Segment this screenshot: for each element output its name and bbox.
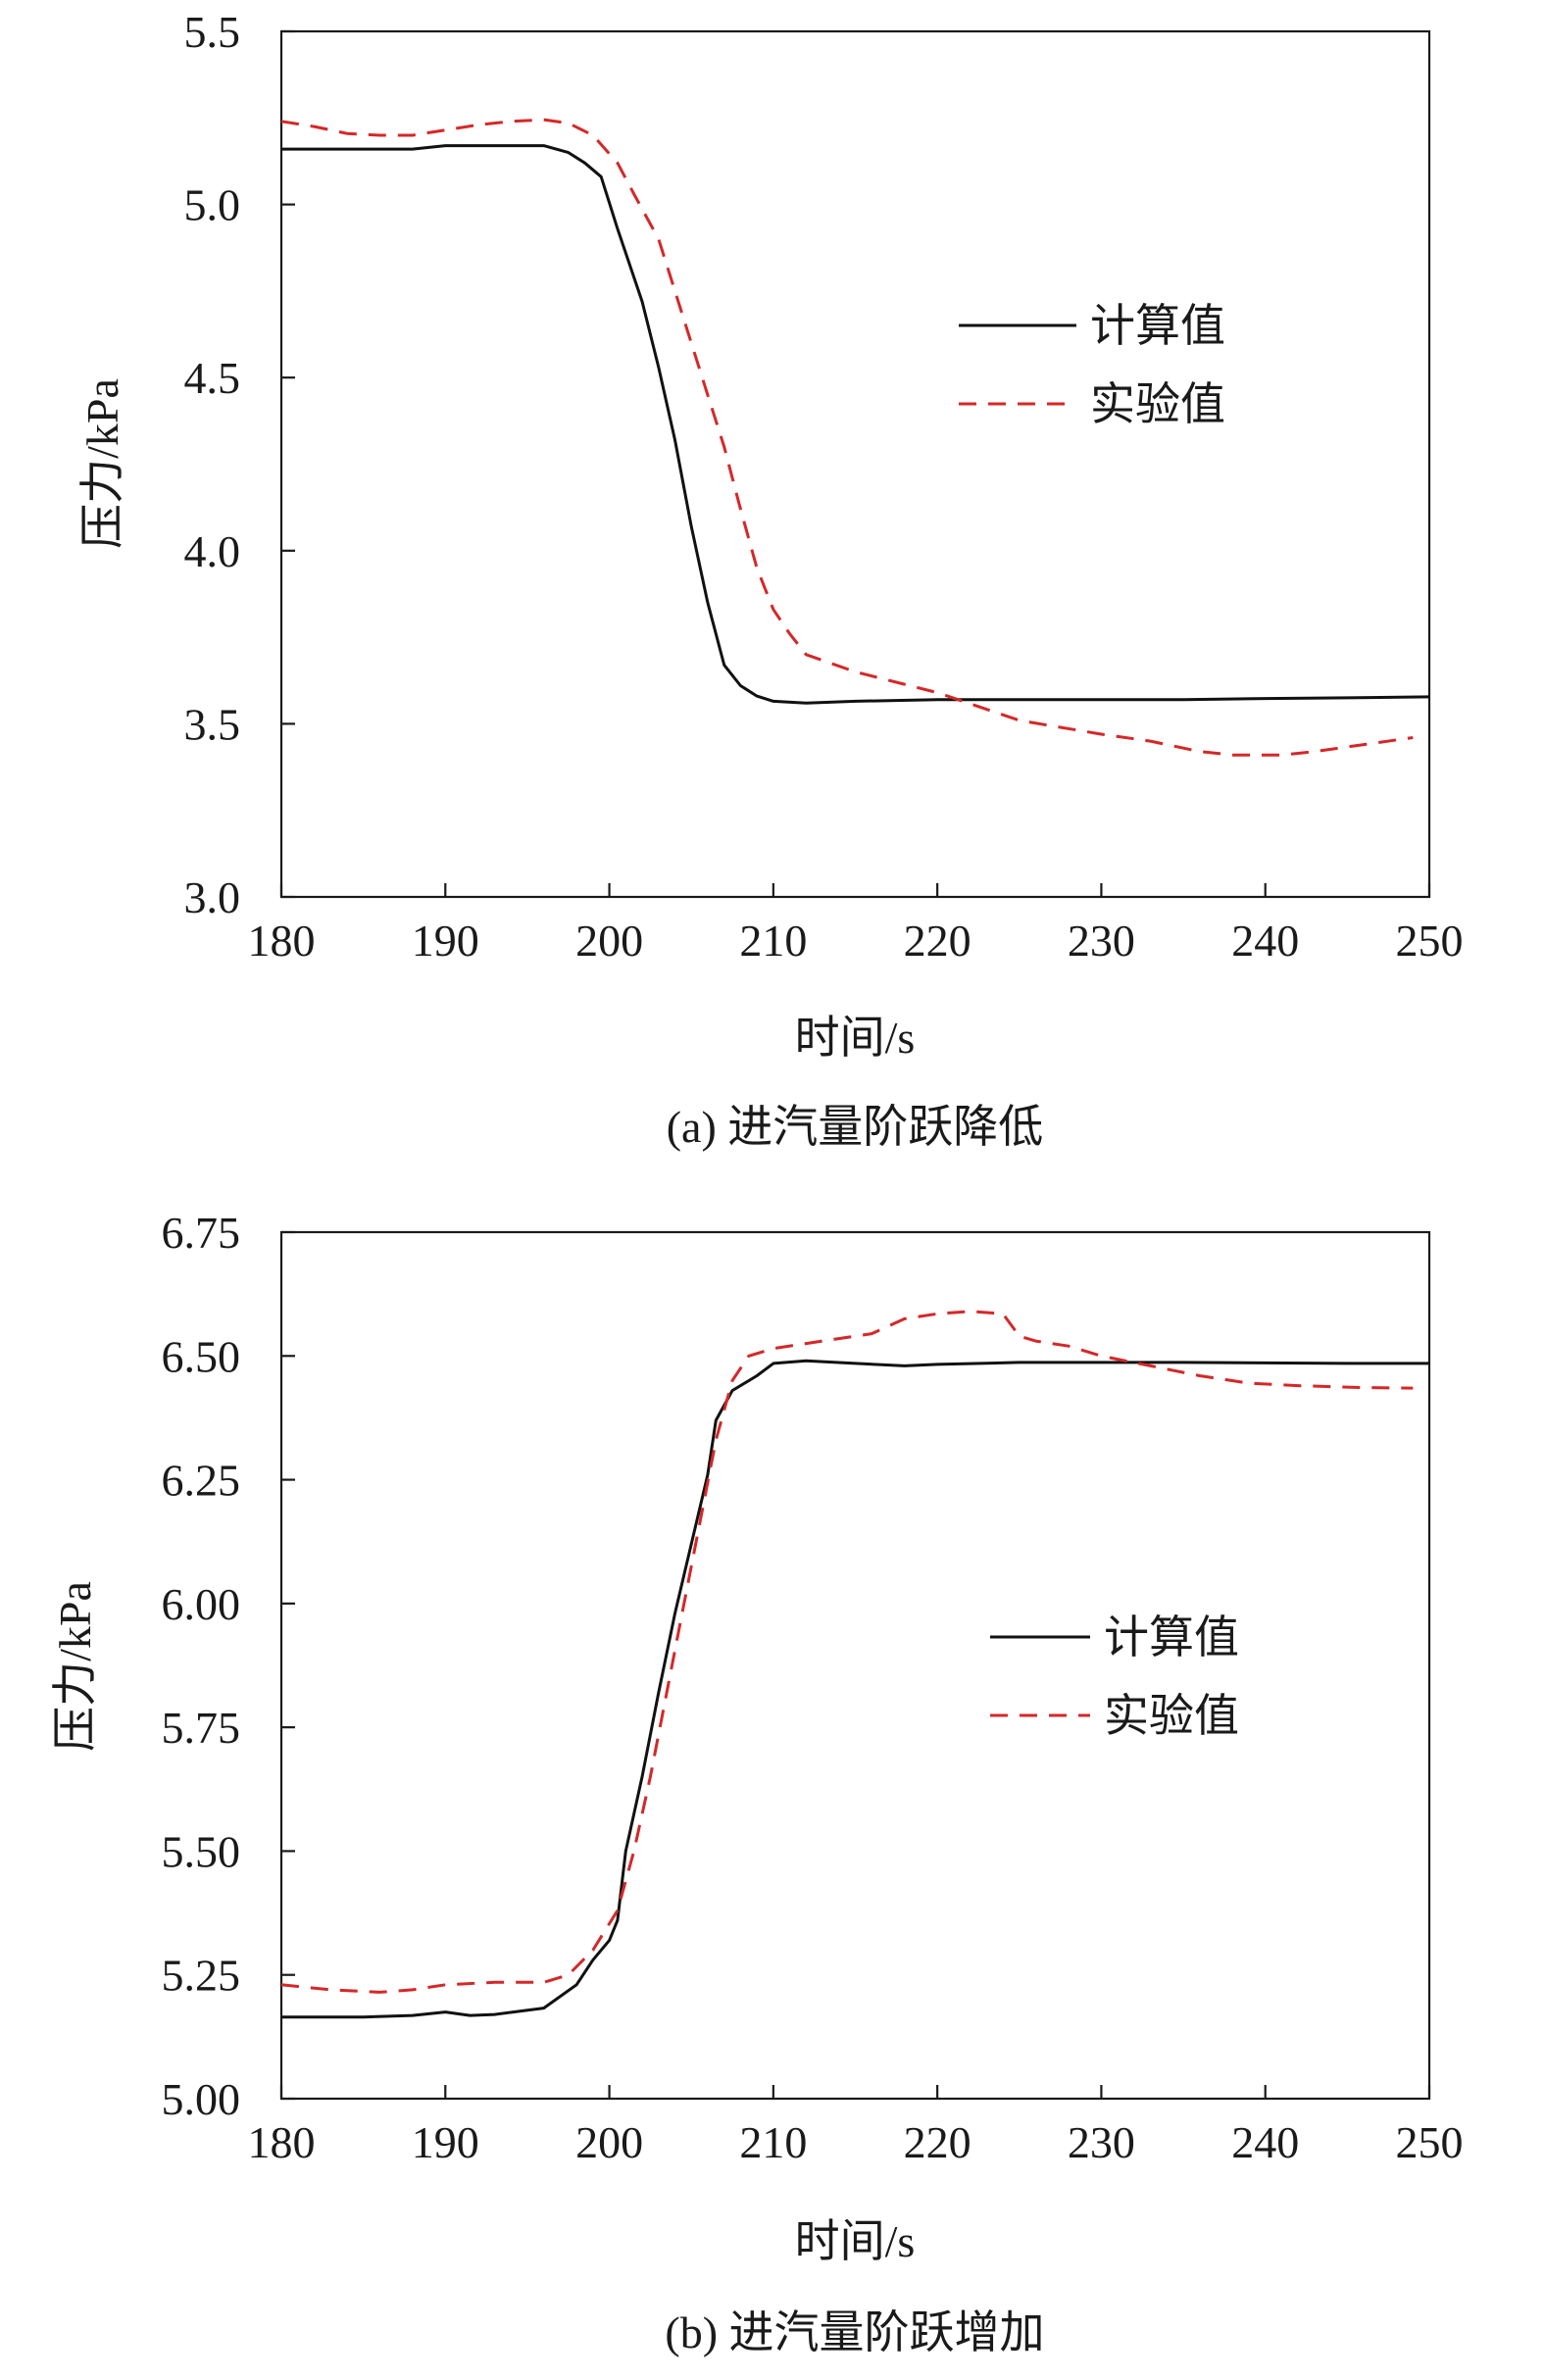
- chart-b-y-tick-label: 5.00: [162, 2074, 241, 2124]
- chart-b-x-tick-label: 220: [904, 2117, 971, 2167]
- chart-a-series: [280, 118, 1430, 757]
- chart-a-x-tick-label: 220: [904, 916, 971, 966]
- chart-b-x-tick-label: 180: [248, 2117, 316, 2167]
- chart-a-y-tick-label: 3.5: [184, 699, 241, 749]
- chart-b-x-tick-label: 210: [739, 2117, 807, 2167]
- chart-b-y-ticks: 5.00 5.25 5.50 5.75 6.00 6.25 6.50 6.75: [162, 1208, 295, 2124]
- chart-b-y-tick-label: 5.75: [162, 1703, 241, 1753]
- chart-b-x-axis-label: 时间/s: [795, 2216, 916, 2266]
- chart-b-x-tick-label: 250: [1396, 2117, 1464, 2167]
- chart-b-series-experimental-line: [280, 1310, 1414, 1994]
- chart-b-x-tick-label: 200: [575, 2117, 643, 2167]
- chart-a-y-axis-label: 压力/kPa: [77, 378, 127, 549]
- chart-a-y-tick-label: 5.0: [184, 180, 241, 230]
- chart-a-plot-frame: [279, 29, 1431, 899]
- chart-a-x-axis-label: 时间/s: [795, 1013, 916, 1063]
- chart-b-y-axis-label: 压力/kPa: [50, 1581, 100, 1752]
- chart-b-y-tick-label: 5.50: [162, 1826, 241, 1876]
- chart-b-x-tick-label: 190: [412, 2117, 479, 2167]
- chart-b-legend-label-experimental: 实验值: [1104, 1691, 1239, 1741]
- chart-a-x-tick-label: 240: [1231, 916, 1299, 966]
- chart-a-x-tick-label: 180: [248, 916, 316, 966]
- chart-a-x-tick-label: 200: [575, 916, 643, 966]
- chart-b-x-tick-label: 230: [1068, 2117, 1135, 2167]
- chart-a-legend: 计算值 实验值: [959, 301, 1225, 429]
- chart-a-y-tick-label: 4.5: [184, 353, 241, 403]
- chart-a-caption: (a) 进汽量阶跃降低: [667, 1102, 1044, 1152]
- chart-b: 180 190 200 210 220 230 240 250 5.00 5.25 5.50 5.7…: [50, 1208, 1464, 2357]
- chart-a-y-tick-label: 4.0: [184, 526, 241, 576]
- chart-a-x-tick-label: 230: [1068, 916, 1135, 966]
- chart-b-x-ticks: 180 190 200 210 220 230 240 250: [248, 2085, 1464, 2167]
- chart-b-plot-frame: [279, 1230, 1431, 2101]
- chart-b-series: [280, 1310, 1429, 2019]
- chart-a-legend-label-experimental: 实验值: [1090, 379, 1225, 429]
- chart-a-y-tick-label: 3.0: [184, 872, 241, 922]
- chart-a-x-tick-label: 250: [1396, 916, 1464, 966]
- chart-a-y-ticks: 3.0 3.5 4.0 4.5 5.0 5.5: [184, 7, 295, 922]
- chart-b-y-tick-label: 6.25: [162, 1456, 241, 1506]
- chart-b-legend: 计算值 实验值: [990, 1612, 1239, 1741]
- chart-b-y-tick-label: 5.25: [162, 1951, 241, 2001]
- chart-b-y-tick-label: 6.00: [162, 1579, 241, 1629]
- chart-a-x-tick-label: 210: [739, 916, 807, 966]
- chart-b-x-tick-label: 240: [1231, 2117, 1299, 2167]
- chart-b-y-tick-label: 6.75: [162, 1208, 241, 1258]
- chart-a-x-tick-label: 190: [412, 916, 479, 966]
- chart-a-y-tick-label: 5.5: [184, 7, 241, 57]
- chart-b-y-tick-label: 6.50: [162, 1331, 241, 1381]
- chart-a-series-experimental-line: [280, 118, 1414, 757]
- chart-a-x-ticks: 180 190 200 210 220 230 240 250: [248, 883, 1464, 966]
- chart-a: 180 190 200 210 220 230 240 250 3.0 3.5 4.0 4.5 5.0…: [77, 7, 1464, 1152]
- chart-a-legend-label-calculated: 计算值: [1090, 301, 1225, 351]
- chart-b-series-calculated-line: [281, 1359, 1429, 2019]
- chart-b-legend-label-calculated: 计算值: [1104, 1612, 1239, 1662]
- chart-a-series-calculated-line: [281, 144, 1430, 705]
- chart-b-caption: (b) 进汽量阶跃增加: [665, 2307, 1044, 2357]
